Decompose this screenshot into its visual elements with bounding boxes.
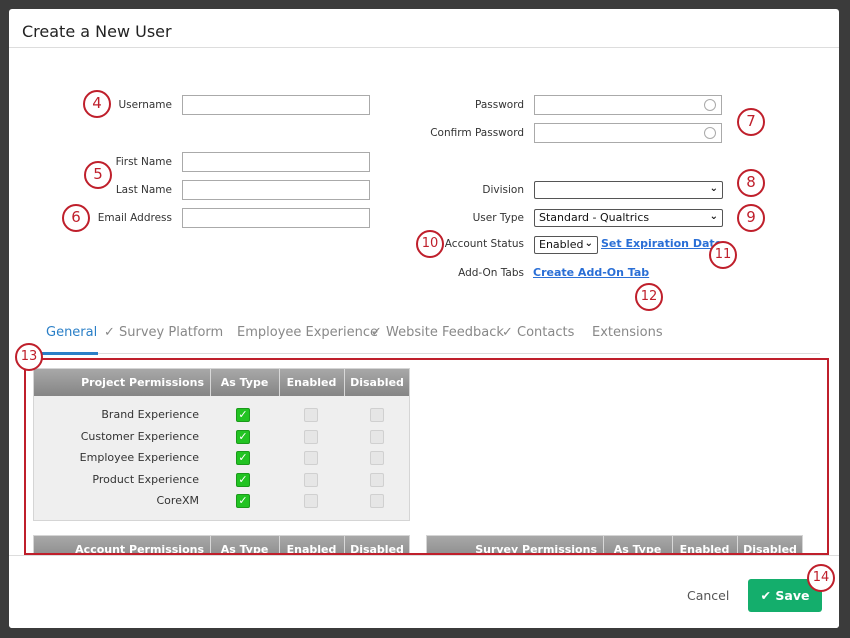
password-reveal-icon[interactable] xyxy=(704,99,716,111)
save-label: Save xyxy=(775,588,810,603)
user-type-select[interactable]: Standard - Qualtrics ⌄ xyxy=(534,209,723,227)
permission-name: Product Experience xyxy=(92,472,199,486)
account-status-value: Enabled xyxy=(539,238,584,251)
tab-website-feedback[interactable]: ✓ Website Feedback xyxy=(371,325,504,340)
header-disabled: Disabled xyxy=(743,543,797,556)
password-input[interactable] xyxy=(534,95,722,115)
callout-5: 5 xyxy=(84,161,112,189)
callout-4: 4 xyxy=(83,90,111,118)
project-permissions-table: Project Permissions As Type Enabled Disa… xyxy=(33,368,410,521)
header-enabled: Enabled xyxy=(679,543,730,556)
enabled-checkbox[interactable] xyxy=(304,494,318,508)
division-label: Division xyxy=(482,184,524,196)
user-type-label: User Type xyxy=(472,212,524,224)
last-name-input[interactable] xyxy=(182,180,370,200)
username-label: Username xyxy=(118,99,172,111)
callout-10: 10 xyxy=(416,230,444,258)
password-label: Password xyxy=(474,99,524,111)
header-as-type: As Type xyxy=(220,543,269,556)
as-type-checkbox[interactable]: ✓ xyxy=(236,494,250,508)
header-account-permissions: Account Permissions xyxy=(75,543,204,556)
divider xyxy=(9,47,839,48)
set-expiration-link[interactable]: Set Expiration Date xyxy=(601,237,723,250)
permission-name: Employee Experience xyxy=(79,451,199,464)
disabled-checkbox[interactable] xyxy=(370,429,384,444)
chevron-down-icon: ⌄ xyxy=(709,183,718,194)
tab-general[interactable]: General xyxy=(46,325,98,340)
username-input[interactable] xyxy=(182,95,370,115)
tab-survey-platform[interactable]: ✓ Survey Platform xyxy=(104,325,224,340)
as-type-checkbox[interactable]: ✓ xyxy=(236,429,250,444)
callout-14: 14 xyxy=(807,564,835,592)
table-row: Product Experience ✓ xyxy=(34,469,409,491)
password-reveal-icon[interactable] xyxy=(704,127,716,139)
tab-border xyxy=(40,353,820,354)
permission-name: CoreXM xyxy=(156,494,200,507)
confirm-password-label: Confirm Password xyxy=(430,127,524,139)
last-name-label: Last Name xyxy=(115,184,172,196)
header-enabled: Enabled xyxy=(286,543,337,556)
chevron-down-icon: ⌄ xyxy=(709,211,718,222)
tab-employee-experience[interactable]: Employee Experience xyxy=(237,325,379,340)
table-row: CoreXM ✓ xyxy=(34,490,409,512)
header-disabled: Disabled xyxy=(350,376,404,389)
callout-7: 7 xyxy=(737,108,765,136)
disabled-checkbox[interactable] xyxy=(370,494,384,508)
header-enabled: Enabled xyxy=(286,376,337,389)
account-status-select[interactable]: Enabled ⌄ xyxy=(534,236,598,254)
header-as-type: As Type xyxy=(613,543,662,556)
header-project-permissions: Project Permissions xyxy=(81,376,204,389)
header-as-type: As Type xyxy=(220,376,269,389)
user-type-value: Standard - Qualtrics xyxy=(539,211,650,224)
callout-9: 9 xyxy=(737,204,765,232)
callout-6: 6 xyxy=(62,204,90,232)
table-row: Customer Experience ✓ xyxy=(34,426,409,448)
permission-name: Customer Experience xyxy=(80,429,199,443)
header-survey-permissions: Survey Permissions xyxy=(475,543,597,556)
callout-8: 8 xyxy=(737,169,765,197)
callout-13: 13 xyxy=(15,343,43,371)
confirm-password-input[interactable] xyxy=(534,123,722,143)
callout-11: 11 xyxy=(709,241,737,269)
enabled-checkbox[interactable] xyxy=(304,429,318,444)
disabled-checkbox[interactable] xyxy=(370,472,384,487)
as-type-checkbox[interactable]: ✓ xyxy=(236,408,250,422)
tab-active-indicator xyxy=(40,352,98,355)
email-label: Email Address xyxy=(97,212,172,224)
disabled-checkbox[interactable] xyxy=(370,408,384,422)
table-row: Employee Experience ✓ xyxy=(34,447,409,469)
tab-contacts[interactable]: ✓ Contacts xyxy=(502,325,575,340)
disabled-checkbox[interactable] xyxy=(370,451,384,465)
addon-tabs-label: Add-On Tabs xyxy=(458,267,524,279)
dialog-footer: Cancel ✔ Save xyxy=(9,555,839,628)
tab-extensions[interactable]: Extensions xyxy=(592,325,663,340)
cancel-button[interactable]: Cancel xyxy=(687,588,730,603)
first-name-input[interactable] xyxy=(182,152,370,172)
enabled-checkbox[interactable] xyxy=(304,472,318,487)
callout-12: 12 xyxy=(635,283,663,311)
as-type-checkbox[interactable]: ✓ xyxy=(236,472,250,487)
header-disabled: Disabled xyxy=(350,543,404,556)
chevron-down-icon: ⌄ xyxy=(584,238,593,249)
table-row: Brand Experience ✓ xyxy=(34,404,409,426)
table-header: Project Permissions As Type Enabled Disa… xyxy=(34,369,409,396)
permission-name: Brand Experience xyxy=(101,408,199,421)
create-user-dialog: Create a New User Username First Name La… xyxy=(9,9,839,628)
as-type-checkbox[interactable]: ✓ xyxy=(236,451,250,465)
enabled-checkbox[interactable] xyxy=(304,451,318,465)
account-status-label: Account Status xyxy=(444,238,524,250)
division-select[interactable]: ⌄ xyxy=(534,181,723,199)
create-addon-tab-link[interactable]: Create Add-On Tab xyxy=(533,266,650,279)
enabled-checkbox[interactable] xyxy=(304,408,318,422)
email-input[interactable] xyxy=(182,208,370,228)
first-name-label: First Name xyxy=(115,156,172,168)
check-icon: ✔ xyxy=(760,588,776,603)
dialog-title: Create a New User xyxy=(22,22,172,41)
